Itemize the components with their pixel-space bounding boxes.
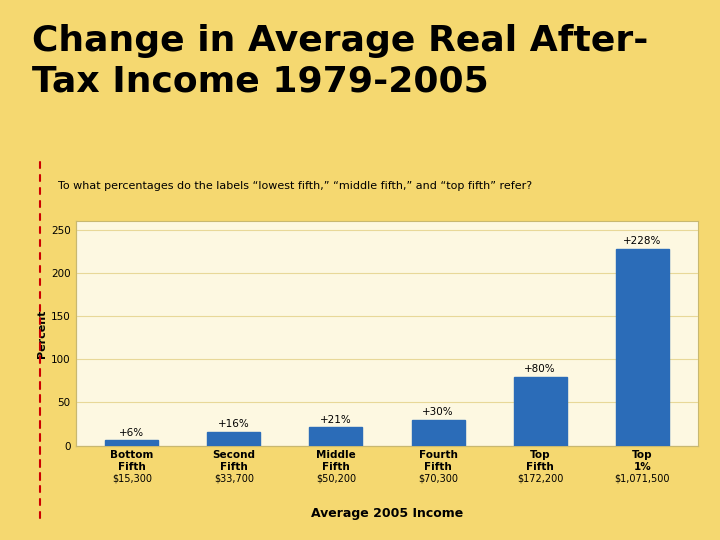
Text: $70,300: $70,300 [418, 474, 458, 484]
Text: Change in Average Real After-
Tax Income 1979-2005: Change in Average Real After- Tax Income… [32, 24, 649, 99]
Bar [412, 420, 464, 446]
Text: To what percentages do the labels “lowest fifth,” “middle fifth,” and “top fifth: To what percentages do the labels “lowes… [58, 181, 532, 191]
Text: +6%: +6% [120, 428, 144, 438]
Bar [310, 427, 362, 446]
Bar [207, 431, 261, 446]
Text: +16%: +16% [218, 419, 250, 429]
Text: $33,700: $33,700 [214, 474, 254, 484]
Text: +228%: +228% [623, 237, 662, 246]
Text: $172,200: $172,200 [517, 474, 563, 484]
Bar [513, 376, 567, 446]
Bar [616, 249, 669, 446]
Text: $50,200: $50,200 [316, 474, 356, 484]
Text: +80%: +80% [524, 364, 556, 374]
Text: $15,300: $15,300 [112, 474, 152, 484]
Bar [105, 440, 158, 445]
Y-axis label: Percent: Percent [37, 309, 47, 357]
Text: +21%: +21% [320, 415, 352, 425]
Text: Average 2005 Income: Average 2005 Income [311, 507, 463, 520]
Text: +30%: +30% [422, 407, 454, 417]
Text: $1,071,500: $1,071,500 [614, 474, 670, 484]
